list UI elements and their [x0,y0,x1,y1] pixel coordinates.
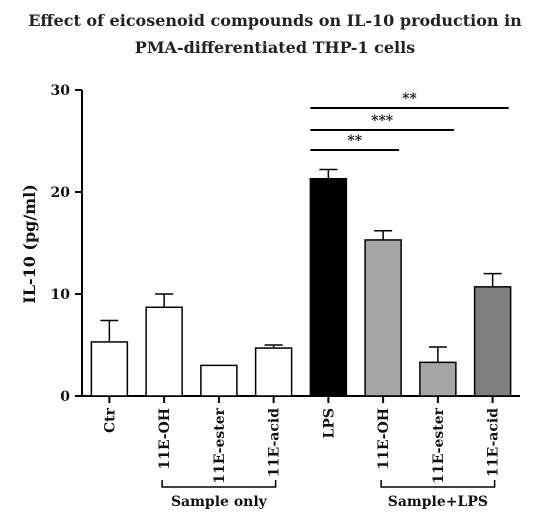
bar [473,286,512,397]
plot-area: 0 10 20 30 Ctr 11E-OH 11E-ester 11E-acid LPS 11E-… [51,83,520,510]
group-bracket [380,480,496,488]
bar [145,306,183,397]
bar [90,341,129,397]
x-tick-label: 11E-acid [486,408,502,477]
significance-label: *** [371,113,394,129]
bar [254,347,293,397]
y-tick-label: 20 [51,185,71,201]
group-label: Sample+LPS [388,494,488,510]
x-tick-label: 11E-ester [431,407,447,483]
x-tick-label: 11E-OH [376,408,392,470]
bar [364,239,402,397]
bar [419,361,457,397]
x-tick-label: 11E-ester [212,407,228,483]
group-label: Sample only [171,494,268,510]
x-tick-label: Ctr [102,407,118,433]
y-axis-label: IL-10 (pg/ml) [20,184,39,304]
significance-label: ** [402,91,417,107]
group-bracket [161,480,277,488]
bar [200,364,238,397]
x-tick-label: LPS [321,408,337,438]
y-tick-label: 0 [60,389,70,405]
significance-label: ** [347,133,362,149]
y-tick-label: 30 [51,83,71,99]
bar [309,177,348,397]
x-tick-label: 11E-OH [157,408,173,470]
y-tick-label: 10 [51,287,71,303]
x-tick-label: 11E-acid [267,408,283,477]
chart-title-line1: Effect of eicosenoid compounds on IL-10 … [28,11,522,30]
chart-title-line2: PMA-differentiated THP-1 cells [135,38,415,57]
